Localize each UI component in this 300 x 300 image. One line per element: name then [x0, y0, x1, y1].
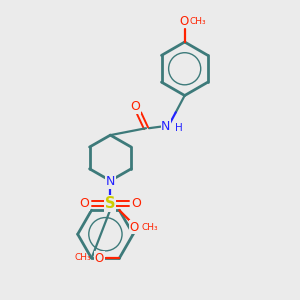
Text: O: O	[130, 220, 139, 233]
Text: N: N	[161, 120, 170, 133]
Text: O: O	[80, 197, 89, 210]
Text: N: N	[106, 175, 115, 188]
Text: H: H	[175, 123, 182, 133]
Text: O: O	[95, 252, 104, 265]
Text: CH₃: CH₃	[75, 253, 92, 262]
Text: S: S	[105, 196, 116, 211]
Text: O: O	[130, 100, 140, 113]
Text: O: O	[179, 15, 188, 28]
Text: CH₃: CH₃	[141, 223, 158, 232]
Text: CH₃: CH₃	[190, 17, 206, 26]
Text: O: O	[131, 197, 141, 210]
